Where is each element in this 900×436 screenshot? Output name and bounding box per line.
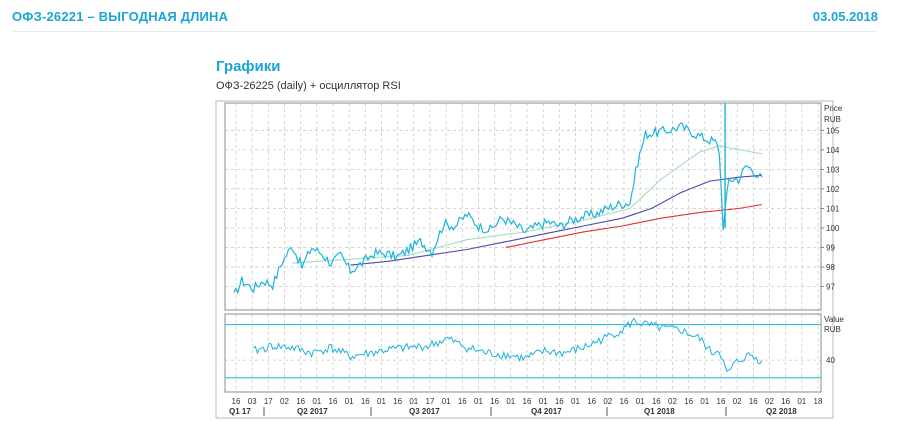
moving-average-line (292, 145, 763, 264)
quarter-label: Q3 2017 (409, 407, 440, 416)
header-divider (12, 31, 878, 32)
page-title: ОФЗ-26221 – ВЫГОДНАЯ ДЛИНА (12, 9, 229, 24)
x-tick-label: 01 (474, 397, 483, 406)
x-tick-label: 01 (442, 397, 451, 406)
chart-subtitle: ОФЗ-26225 (daily) + осциллятор RSI (216, 80, 401, 92)
x-tick-label: 16 (587, 397, 596, 406)
x-tick-label: 16 (555, 397, 564, 406)
moving-average-line (350, 174, 763, 266)
x-tick-label: 01 (345, 397, 354, 406)
x-tick-label: 01 (797, 397, 806, 406)
y-tick-label: 97 (826, 283, 835, 292)
x-tick-label: 16 (749, 397, 758, 406)
chart-labels: 16 03 17 02 16 01 16 01 16 01 16 01 17 01 16 01 16 01 16 01… (229, 104, 844, 416)
chart-series (225, 103, 821, 379)
chart-frame (215, 100, 834, 419)
x-tick-label: 16 (620, 397, 629, 406)
y-tick-label: 99 (826, 244, 835, 253)
x-tick-label: 01 (377, 397, 386, 406)
rsi-axis-unit: RUB (824, 325, 841, 334)
x-tick-label: 02 (668, 397, 677, 406)
x-tick-label: 01 (409, 397, 418, 406)
y-tick-label: 102 (826, 185, 840, 194)
x-tick-label: 16 (781, 397, 790, 406)
price-axis-title: Price (824, 104, 843, 113)
price-axis-unit: RUB (824, 115, 841, 124)
quarter-label: Q4 2017 (531, 407, 562, 416)
x-tick-label: 01 (571, 397, 580, 406)
rsi-line (253, 317, 763, 373)
x-tick-label: 16 (361, 397, 370, 406)
x-tick-label: 17 (264, 397, 273, 406)
report-date: 03.05.2018 (812, 9, 878, 24)
y-tick-label: 103 (826, 165, 840, 174)
x-tick-label: 01 (636, 397, 645, 406)
x-tick-label: 01 (700, 397, 709, 406)
y-tick-label: 104 (826, 146, 840, 155)
x-tick-label: 02 (733, 397, 742, 406)
price-plot-area (224, 102, 822, 311)
price-line (233, 122, 763, 295)
x-tick-label: 16 (652, 397, 661, 406)
x-tick-label: 16 (329, 397, 338, 406)
y-tick-label: 101 (826, 205, 840, 214)
section-title: Графики (216, 58, 281, 75)
quarter-label: Q2 2018 (766, 407, 797, 416)
x-tick-label: 01 (506, 397, 515, 406)
quarter-label: Q2 2017 (297, 407, 328, 416)
x-tick-label: 16 (393, 397, 402, 406)
x-tick-label: 16 (458, 397, 467, 406)
x-tick-label: 01 (312, 397, 321, 406)
x-tick-label: 02 (765, 397, 774, 406)
quarter-label: Q1 17 (229, 407, 251, 416)
x-tick-label: 16 (684, 397, 693, 406)
y-tick-label: 98 (826, 263, 835, 272)
x-tick-label: 18 (814, 397, 823, 406)
y-tick-label: 105 (826, 126, 840, 135)
x-tick-label: 02 (280, 397, 289, 406)
quarter-label: Q1 2018 (644, 407, 675, 416)
x-tick-label: 17 (426, 397, 435, 406)
y-tick-label: 100 (826, 224, 840, 233)
x-tick-label: 16 (717, 397, 726, 406)
x-tick-label: 16 (523, 397, 532, 406)
x-tick-label: 03 (248, 397, 257, 406)
x-tick-label: 16 (232, 397, 241, 406)
rsi-plot-area (224, 313, 822, 393)
x-tick-label: 16 (490, 397, 499, 406)
rsi-axis-title: Value (824, 315, 844, 324)
rsi-tick-label: 40 (826, 356, 835, 365)
x-tick-label: 16 (296, 397, 305, 406)
moving-average-line (505, 203, 763, 249)
x-tick-label: 02 (603, 397, 612, 406)
x-tick-label: 01 (539, 397, 548, 406)
